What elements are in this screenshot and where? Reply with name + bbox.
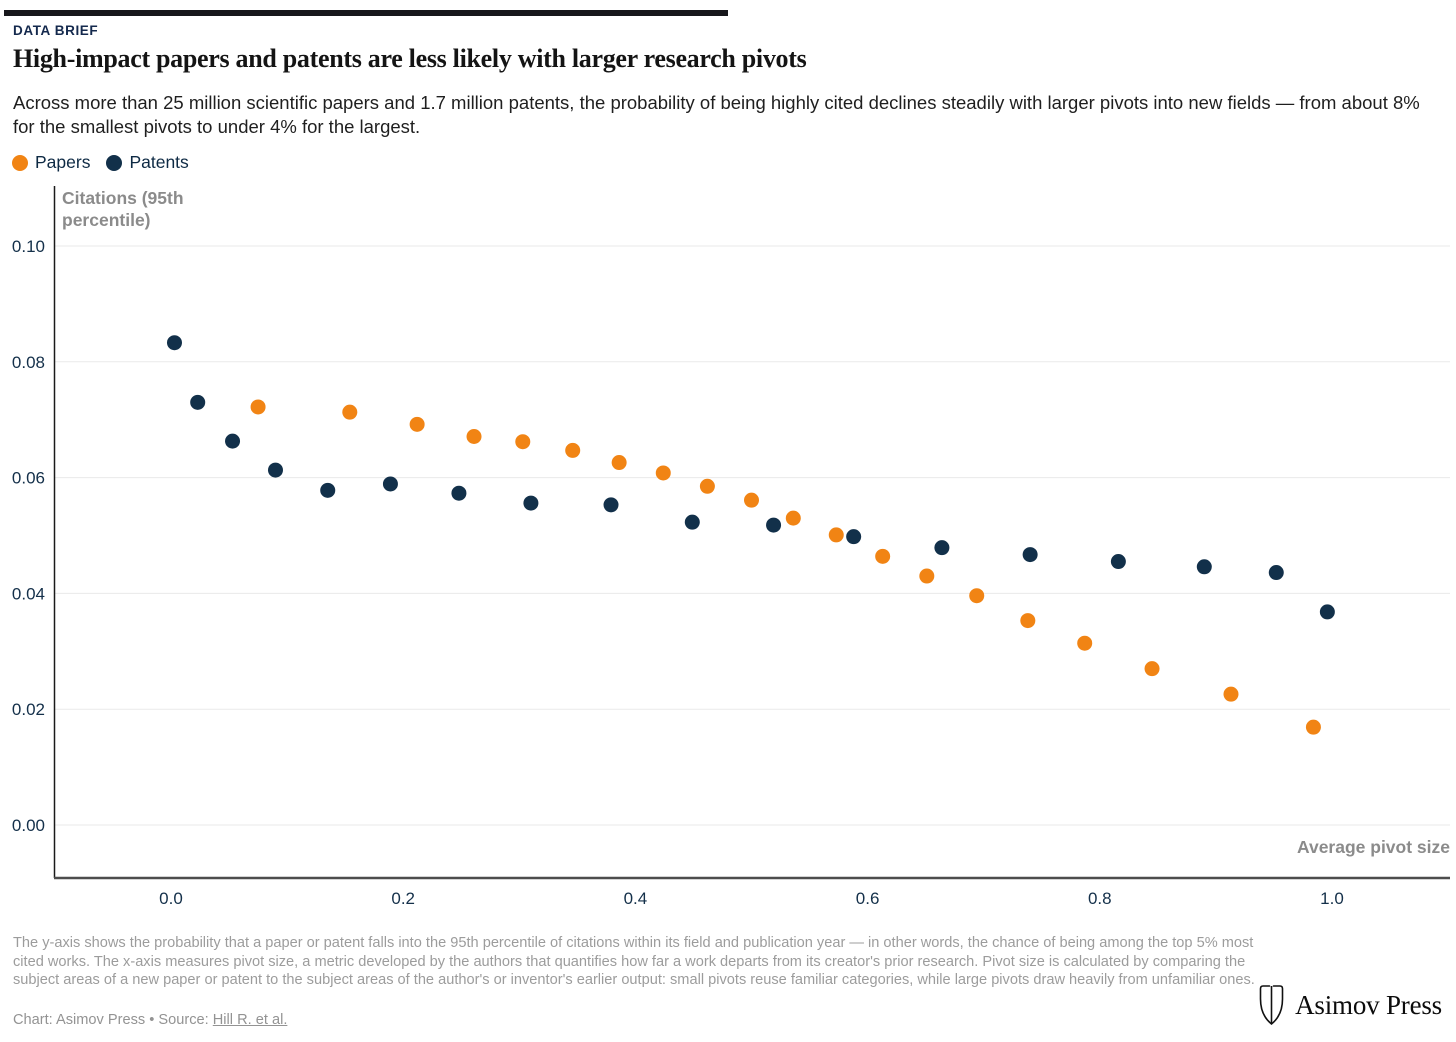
data-point-patents — [766, 517, 782, 533]
data-point-patents — [684, 514, 700, 530]
data-point-papers — [342, 404, 358, 420]
y-axis-title: Citations (95th percentile) — [62, 188, 184, 230]
data-point-patents — [1319, 604, 1335, 620]
data-point-papers — [250, 399, 266, 415]
data-point-patents — [603, 497, 619, 513]
data-point-papers — [409, 416, 425, 432]
chart-footnote: The y-axis shows the probability that a … — [13, 935, 1255, 989]
y-tick-label: 0.00 — [12, 816, 45, 835]
legend-item-patents: Patents — [106, 152, 189, 173]
chart-subtitle: Across more than 25 million scientific p… — [13, 92, 1420, 137]
data-point-papers — [1305, 719, 1321, 735]
x-axis-title: Average pivot size — [1296, 837, 1450, 857]
legend-item-papers: Papers — [12, 152, 90, 173]
y-tick-label: 0.10 — [12, 237, 45, 256]
data-point-patents — [267, 462, 283, 478]
x-tick-label: 0.8 — [1088, 889, 1112, 908]
data-point-patents — [190, 394, 206, 410]
data-point-patents — [1022, 547, 1038, 563]
x-tick-label: 0.2 — [391, 889, 415, 908]
data-point-papers — [655, 465, 671, 481]
data-point-papers — [699, 478, 715, 494]
credit-line: Chart: Asimov Press • Source: Hill R. et… — [13, 1012, 287, 1028]
x-tick-label: 0.6 — [856, 889, 880, 908]
legend-label-patents: Patents — [129, 152, 189, 172]
data-point-patents — [1110, 554, 1126, 570]
data-point-papers — [919, 568, 935, 584]
data-point-patents — [225, 433, 241, 449]
x-tick-label: 1.0 — [1320, 889, 1344, 908]
data-point-patents — [1196, 559, 1212, 575]
data-point-papers — [1020, 613, 1036, 629]
data-point-papers — [515, 434, 531, 450]
data-point-patents — [1268, 565, 1284, 581]
credit-prefix: Chart: Asimov Press • Source: — [13, 1012, 213, 1028]
data-point-papers — [1223, 686, 1239, 702]
x-tick-label: 0.0 — [159, 889, 183, 908]
data-point-patents — [451, 485, 467, 501]
data-point-patents — [934, 540, 950, 556]
papers-dot-icon — [12, 154, 28, 171]
data-point-papers — [875, 548, 891, 564]
data-point-papers — [611, 455, 627, 471]
asimov-press-logo: Asimov Press — [1258, 984, 1442, 1026]
chart-legend: Papers Patents — [12, 152, 189, 173]
y-tick-label: 0.08 — [12, 353, 45, 372]
page-title: High-impact papers and patents are less … — [13, 44, 807, 73]
data-point-papers — [744, 492, 759, 508]
y-tick-label: 0.06 — [12, 469, 45, 488]
source-link[interactable]: Hill R. et al. — [212, 1012, 288, 1028]
x-tick-label: 0.4 — [624, 889, 648, 908]
y-tick-label: 0.02 — [12, 700, 45, 719]
data-point-papers — [1077, 635, 1093, 651]
y-tick-label: 0.04 — [12, 584, 45, 603]
data-point-patents — [846, 529, 862, 545]
data-point-papers — [466, 428, 482, 444]
data-point-papers — [969, 588, 985, 604]
data-point-patents — [320, 482, 336, 498]
asimov-press-logo-icon — [1259, 985, 1284, 1026]
data-point-papers — [828, 527, 844, 543]
data-point-papers — [565, 442, 581, 458]
legend-label-papers: Papers — [35, 152, 91, 172]
data-point-patents — [166, 335, 182, 351]
patents-dot-icon — [106, 154, 123, 171]
kicker-label: DATA BRIEF — [13, 23, 99, 38]
asimov-press-logo-text: Asimov Press — [1295, 989, 1442, 1020]
top-rule-bar — [4, 10, 728, 16]
data-point-patents — [382, 476, 398, 492]
data-point-patents — [523, 495, 539, 511]
data-point-papers — [1144, 661, 1160, 677]
data-point-papers — [785, 510, 801, 526]
